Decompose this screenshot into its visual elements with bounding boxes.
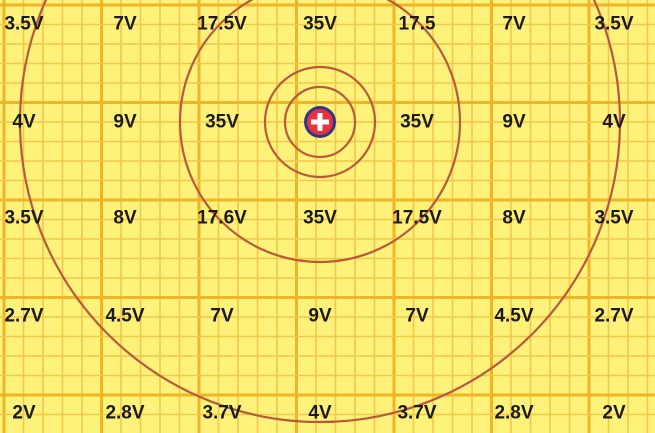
voltage-label: 9V <box>502 111 526 133</box>
positive-charge-icon <box>304 106 336 138</box>
voltage-label: 7V <box>405 305 429 327</box>
voltage-label: 17.5 <box>398 13 436 35</box>
voltage-label: 8V <box>502 207 526 229</box>
voltage-label: 2V <box>12 402 36 424</box>
voltage-label: 8V <box>113 207 137 229</box>
voltage-label: 35V <box>303 13 337 35</box>
voltage-label: 2.8V <box>494 402 534 424</box>
voltage-label: 17.5V <box>197 13 247 35</box>
equipotential-circle <box>283 85 357 159</box>
voltage-label: 4.5V <box>105 305 145 327</box>
voltage-label: 3.5V <box>4 13 44 35</box>
voltage-label: 2.7V <box>594 305 634 327</box>
voltage-label: 4V <box>12 111 36 133</box>
equipotential-circle <box>18 0 622 424</box>
voltage-label: 7V <box>210 305 234 327</box>
voltage-label: 2.8V <box>105 402 145 424</box>
voltage-label: 9V <box>308 305 332 327</box>
voltage-label: 35V <box>303 207 337 229</box>
voltage-label: 7V <box>502 13 526 35</box>
voltage-label: 3.7V <box>202 402 242 424</box>
voltage-label: 35V <box>400 111 434 133</box>
voltage-label: 3.7V <box>397 402 437 424</box>
voltage-label: 9V <box>113 111 137 133</box>
voltage-label: 35V <box>205 111 239 133</box>
voltage-label: 17.6V <box>197 207 247 229</box>
voltage-label: 4.5V <box>494 305 534 327</box>
equipotential-circles <box>18 0 622 424</box>
equipotential-circle <box>263 65 377 179</box>
voltage-label: 2V <box>602 402 626 424</box>
voltage-label: 2.7V <box>4 305 44 327</box>
voltage-label: 4V <box>308 402 332 424</box>
voltage-label: 4V <box>602 111 626 133</box>
voltage-label: 3.5V <box>594 13 634 35</box>
equipotential-circle <box>178 0 462 264</box>
voltage-label: 3.5V <box>4 207 44 229</box>
voltage-label: 3.5V <box>594 207 634 229</box>
voltage-label: 17.5V <box>392 207 442 229</box>
voltage-label: 7V <box>113 13 137 35</box>
